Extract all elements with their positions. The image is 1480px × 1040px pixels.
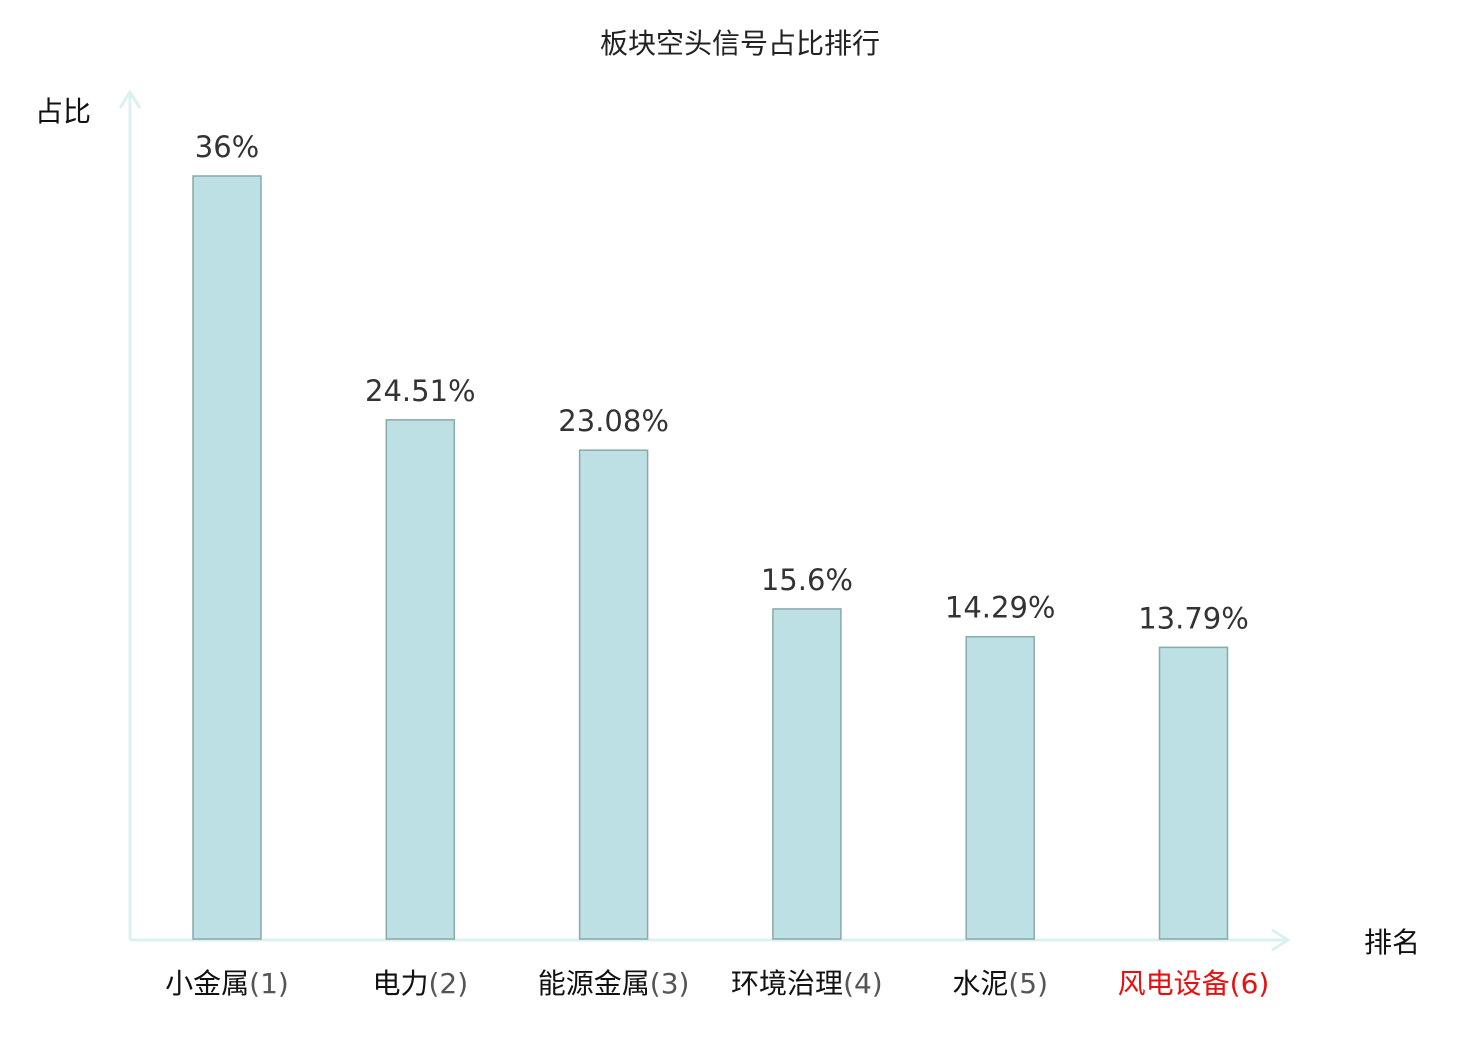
category-label: 电力(2)	[372, 967, 468, 1000]
y-axis-arrow	[118, 89, 142, 109]
bar	[385, 419, 456, 940]
category-label: 能源金属(3)	[538, 967, 690, 1000]
category-label: 水泥(5)	[952, 967, 1048, 1000]
category-rank: (1)	[249, 967, 289, 1000]
x-axis-arrow	[1271, 928, 1291, 952]
category-rank: (6)	[1230, 967, 1270, 1000]
bar	[1158, 646, 1229, 940]
bar	[192, 175, 262, 940]
bar	[772, 608, 842, 940]
category-label: 风电设备(6)	[1118, 967, 1270, 1000]
category-rank: (3)	[650, 967, 690, 1000]
value-label: 14.29%	[945, 591, 1056, 625]
category-label: 小金属(1)	[165, 967, 289, 1000]
category-name: 能源金属	[538, 967, 650, 1000]
x-axis-label: 排名	[1364, 926, 1420, 959]
axes	[118, 89, 1291, 952]
value-label: 36%	[195, 130, 259, 164]
category-name: 环境治理	[731, 967, 843, 1000]
category-rank: (2)	[428, 967, 468, 1000]
category-name: 风电设备	[1118, 967, 1230, 1000]
value-label: 24.51%	[365, 374, 476, 408]
category-label: 环境治理(4)	[731, 967, 883, 1000]
chart-title: 板块空头信号占比排行	[600, 27, 880, 60]
category-name: 水泥	[952, 967, 1008, 1000]
y-axis-label: 占比	[35, 95, 91, 128]
bar	[965, 635, 1035, 940]
bar	[578, 449, 649, 940]
category-rank: (4)	[843, 967, 883, 1000]
value-label: 13.79%	[1138, 601, 1249, 635]
category-rank: (5)	[1008, 967, 1048, 1000]
category-name: 小金属	[165, 967, 249, 1000]
value-label: 23.08%	[558, 404, 669, 438]
value-label: 15.6%	[761, 563, 853, 597]
category-name: 电力	[372, 967, 428, 1000]
